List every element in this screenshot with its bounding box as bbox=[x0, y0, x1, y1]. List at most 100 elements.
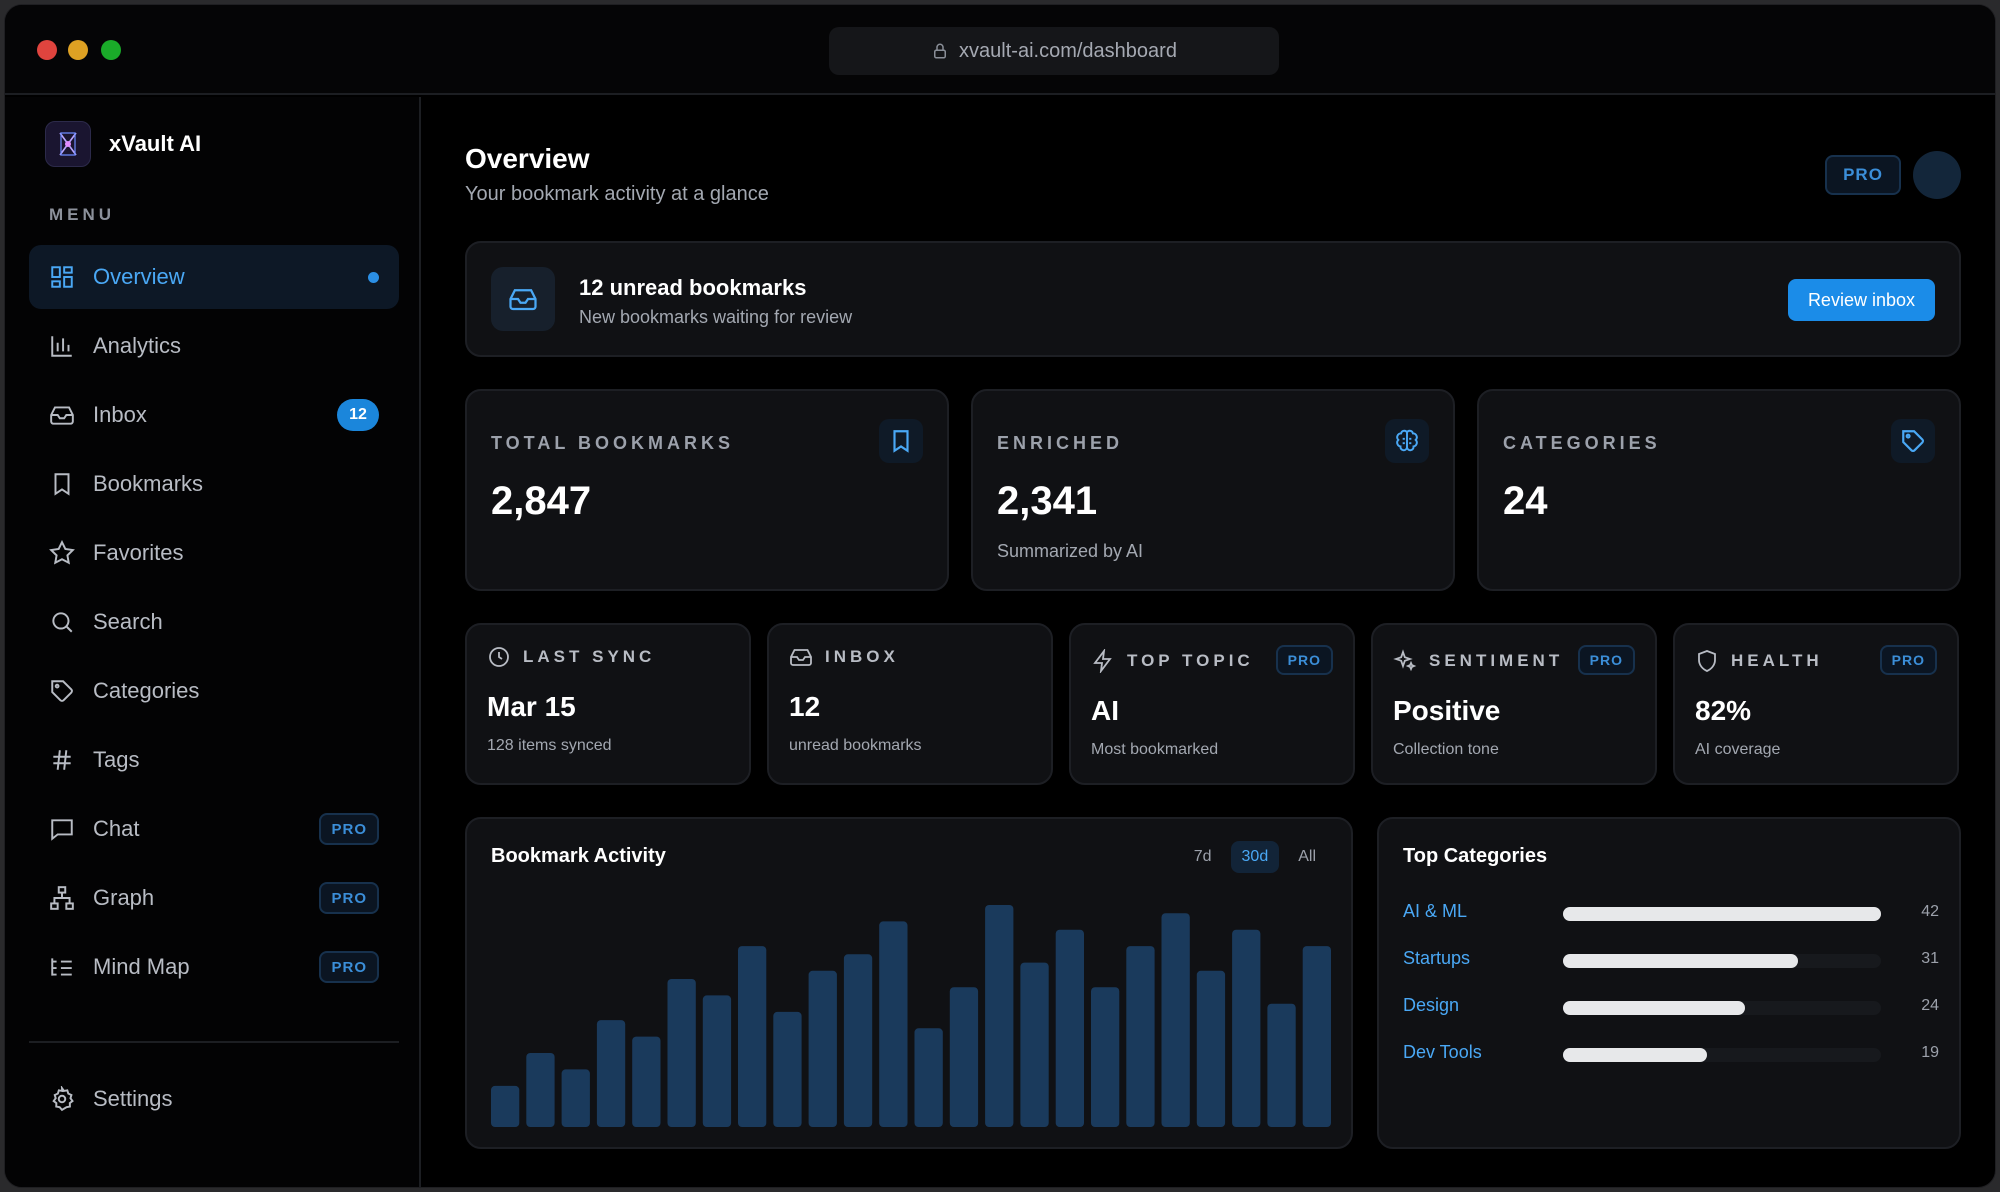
activity-bar bbox=[738, 946, 767, 1127]
lock-icon bbox=[934, 43, 947, 59]
mini-stat-value: Mar 15 bbox=[487, 691, 576, 722]
mini-stat-label: INBOX bbox=[825, 647, 899, 666]
category-link[interactable]: Startups bbox=[1403, 948, 1471, 968]
brand[interactable]: xVault AI bbox=[45, 121, 201, 167]
sidebar-item-tags[interactable]: Tags bbox=[29, 728, 399, 792]
category-link[interactable]: AI & ML bbox=[1403, 901, 1468, 921]
brand-logo bbox=[45, 121, 91, 167]
mini-stat-top-topic: TOP TOPIC PRO AI Most bookmarked bbox=[1069, 623, 1355, 785]
activity-bar bbox=[667, 979, 696, 1127]
bolt-icon bbox=[1093, 649, 1112, 673]
activity-bar bbox=[1091, 987, 1120, 1127]
mini-stat-sentiment: SENTIMENT PRO Positive Collection tone bbox=[1371, 623, 1657, 785]
banner-subtitle: New bookmarks waiting for review bbox=[579, 307, 853, 327]
sidebar-item-chat[interactable]: Chat PRO bbox=[29, 797, 399, 861]
sidebar-item-inbox[interactable]: Inbox 12 bbox=[29, 383, 399, 447]
sidebar-item-label: Mind Map bbox=[93, 954, 190, 979]
activity-bar bbox=[491, 1085, 520, 1127]
activity-bar bbox=[526, 1053, 555, 1127]
mini-stat-value: 12 bbox=[789, 691, 821, 722]
activity-bar bbox=[985, 905, 1014, 1127]
address-bar[interactable]: xvault-ai.com/dashboard bbox=[829, 27, 1279, 75]
activity-bar-chart bbox=[491, 905, 1331, 1127]
activity-bar bbox=[632, 1036, 661, 1127]
sidebar-item-graph[interactable]: Graph PRO bbox=[29, 866, 399, 930]
close-window-button[interactable] bbox=[37, 40, 57, 60]
stat-value: 2,847 bbox=[491, 479, 592, 523]
range-tabs: 7d 30d All bbox=[1183, 841, 1327, 873]
category-row: Dev Tools 19 bbox=[1403, 1038, 1939, 1068]
category-count: 42 bbox=[1921, 903, 1939, 920]
category-row: Startups 31 bbox=[1403, 944, 1939, 974]
category-bar-track bbox=[1563, 1001, 1881, 1015]
activity-bar bbox=[561, 1069, 590, 1127]
sidebar-divider bbox=[29, 1041, 399, 1043]
category-bar-fill bbox=[1563, 1001, 1745, 1015]
sidebar-item-label: Graph bbox=[93, 885, 155, 910]
activity-bar bbox=[879, 921, 908, 1127]
activity-bar bbox=[1126, 946, 1155, 1127]
sidebar-item-search[interactable]: Search bbox=[29, 590, 399, 654]
pro-badge: PRO bbox=[319, 951, 379, 983]
mini-stat-header: SENTIMENT bbox=[1393, 649, 1563, 673]
minimize-window-button[interactable] bbox=[68, 40, 88, 60]
sidebar-item-bookmarks[interactable]: Bookmarks bbox=[29, 452, 399, 516]
inbox-icon bbox=[50, 406, 74, 425]
sidebar-item-settings[interactable]: Settings bbox=[29, 1067, 399, 1131]
sidebar-item-mind-map[interactable]: Mind Map PRO bbox=[29, 935, 399, 999]
sidebar-item-favorites[interactable]: Favorites bbox=[29, 521, 399, 585]
sidebar-item-categories[interactable]: Categories bbox=[29, 659, 399, 723]
menu-label: MENU bbox=[49, 205, 116, 224]
search-icon bbox=[52, 612, 73, 633]
activity-bar bbox=[1196, 970, 1226, 1127]
activity-bar bbox=[773, 1011, 802, 1127]
category-bar-fill bbox=[1563, 1048, 1707, 1062]
category-count: 19 bbox=[1921, 1044, 1939, 1061]
activity-bar bbox=[702, 995, 732, 1127]
stat-label: CATEGORIES bbox=[1503, 433, 1661, 453]
sidebar-item-overview[interactable]: Overview bbox=[29, 245, 399, 309]
stat-icon-box bbox=[1891, 419, 1935, 463]
maximize-window-button[interactable] bbox=[101, 40, 121, 60]
activity-title: Bookmark Activity bbox=[491, 845, 666, 867]
review-inbox-button[interactable]: Review inbox bbox=[1787, 279, 1935, 321]
tag-icon bbox=[51, 680, 73, 702]
avatar[interactable] bbox=[1913, 151, 1961, 199]
range-tab-7d[interactable]: 7d bbox=[1193, 848, 1212, 865]
plan-badge[interactable]: PRO bbox=[1825, 155, 1901, 195]
activity-bar bbox=[1267, 1003, 1296, 1127]
top-categories-card: Top Categories AI & ML 42 Startups 31 De… bbox=[1377, 817, 1961, 1149]
activity-bar bbox=[1055, 929, 1084, 1127]
mini-stat-note: Collection tone bbox=[1393, 741, 1499, 758]
sidebar-item-label: Overview bbox=[93, 264, 185, 289]
mini-stat-label: TOP TOPIC bbox=[1127, 651, 1254, 670]
mini-stat-inbox: INBOX 12 unread bookmarks bbox=[767, 623, 1053, 785]
tag-icon bbox=[1902, 430, 1924, 452]
range-tab-all[interactable]: All bbox=[1298, 848, 1316, 865]
shield-icon bbox=[1698, 650, 1716, 672]
hash-icon bbox=[53, 750, 71, 770]
category-bar-fill bbox=[1563, 954, 1798, 968]
sidebar-item-label: Analytics bbox=[93, 333, 182, 358]
mini-stat-header: INBOX bbox=[789, 645, 899, 669]
activity-bar bbox=[808, 970, 837, 1127]
pro-badge: PRO bbox=[319, 882, 379, 914]
sidebar-item-label: Favorites bbox=[93, 540, 184, 565]
sidebar-item-label: Tags bbox=[93, 747, 140, 772]
sidebar-item-label: Inbox bbox=[93, 402, 147, 427]
mini-stat-value: AI bbox=[1091, 695, 1119, 726]
gear-icon bbox=[52, 1086, 74, 1112]
mini-stat-header: HEALTH bbox=[1695, 649, 1823, 673]
stat-value: 2,341 bbox=[997, 479, 1098, 523]
banner-title: 12 unread bookmarks bbox=[579, 275, 807, 300]
sidebar-item-analytics[interactable]: Analytics bbox=[29, 314, 399, 378]
category-link[interactable]: Design bbox=[1403, 995, 1460, 1015]
category-link[interactable]: Dev Tools bbox=[1403, 1042, 1482, 1062]
category-bar-track bbox=[1563, 907, 1881, 921]
range-tab-30d[interactable]: 30d bbox=[1230, 841, 1280, 873]
category-bar-track bbox=[1563, 954, 1881, 968]
brain-icon bbox=[1396, 429, 1418, 452]
sidebar-item-label: Bookmarks bbox=[93, 471, 204, 496]
mini-stat-last-sync: LAST SYNC Mar 15 128 items synced bbox=[465, 623, 751, 785]
activity-bar bbox=[949, 987, 979, 1127]
